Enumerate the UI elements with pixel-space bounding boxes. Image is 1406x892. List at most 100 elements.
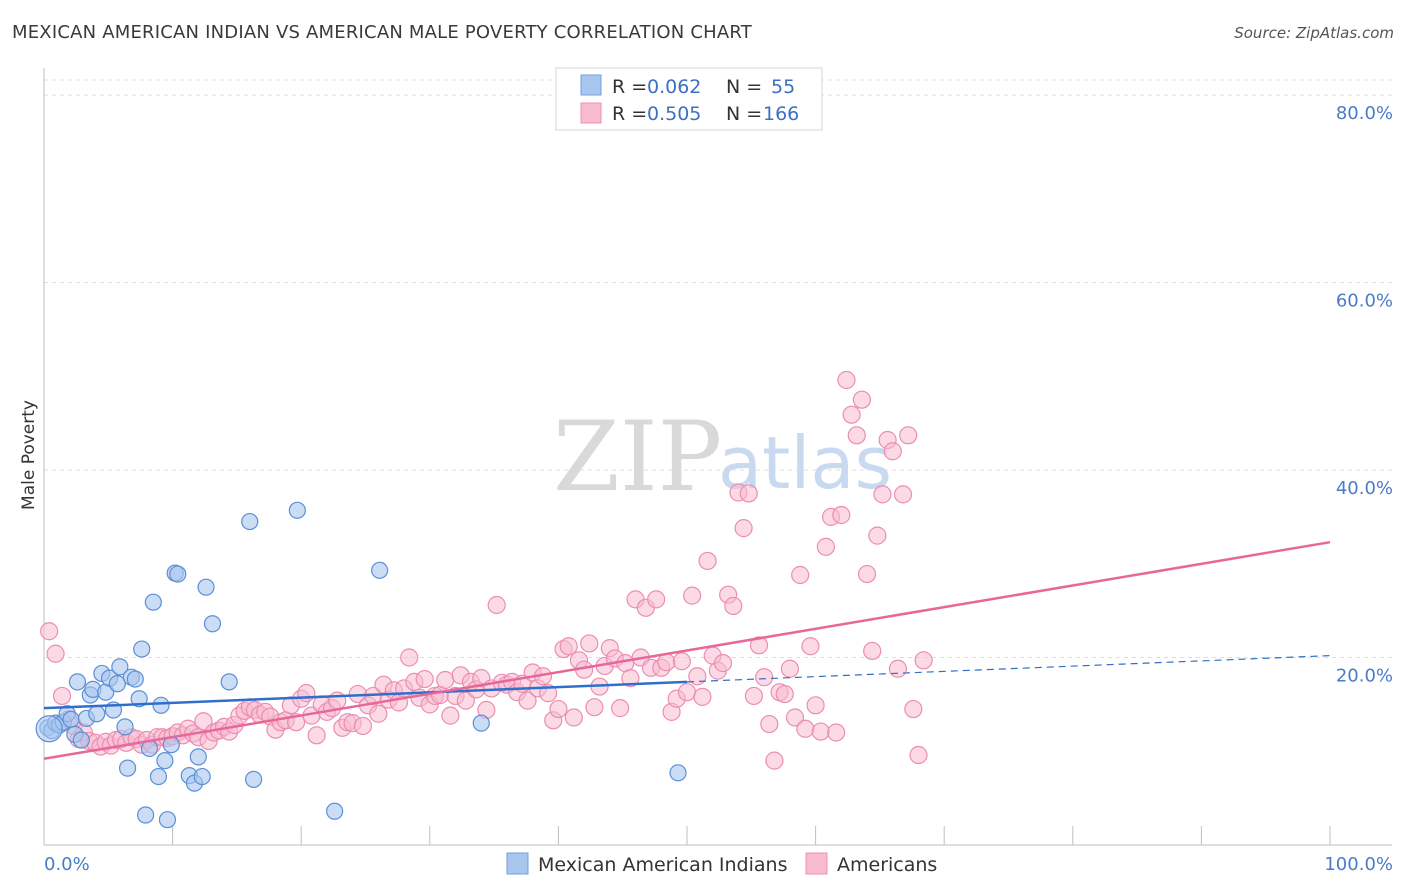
americans-point-69 [400, 648, 419, 667]
legend-r-value-2: 0.505 [647, 103, 701, 125]
mexican-american-indians-point-42 [220, 673, 238, 691]
bottom-legend-label-pink: Americans [837, 854, 937, 876]
mexican-american-indians-trend-line [43, 680, 688, 710]
mexican-american-indians-point-40 [197, 578, 215, 596]
mexican-american-indians-point-38 [189, 748, 207, 766]
y-tick-labels: 20.0% 40.0% 60.0% 80.0% [1336, 103, 1393, 687]
trend-lines [43, 540, 1331, 760]
americans-point-101 [564, 708, 583, 727]
americans-point-122 [672, 652, 691, 671]
americans-point-123 [677, 683, 697, 702]
americans-point-137 [749, 636, 769, 655]
americans-point-136 [744, 686, 763, 706]
americans-point-140 [765, 751, 784, 770]
mexican-american-indians-point-13 [88, 705, 106, 723]
americans-point-146 [796, 719, 815, 738]
mexican-american-indians-point-35 [169, 565, 187, 583]
mexican-american-indians-point-23 [126, 670, 144, 688]
mexican-american-indians-point-18 [108, 675, 126, 693]
bottom-legend-label-blue: Mexican American Indians [538, 854, 787, 876]
mexican-american-indians-cluster [35, 715, 63, 743]
mexican-american-indians-point-26 [136, 806, 155, 824]
mexican-american-indians-point-6 [62, 710, 80, 728]
americans-point-159 [863, 641, 882, 661]
americans-point-139 [760, 714, 779, 734]
y-tick-label-3: 80.0% [1336, 103, 1393, 124]
americans-point-72 [415, 669, 434, 689]
americans-point-98 [549, 699, 568, 719]
americans-point-60 [353, 716, 373, 736]
americans-point-152 [827, 723, 846, 742]
americans-point-156 [847, 426, 866, 445]
americans-point-145 [791, 565, 810, 585]
mexican-american-indians-point-29 [149, 767, 168, 786]
y-axis-label: Male Poverty [19, 400, 39, 510]
mexican-american-indians-point-21 [118, 759, 137, 777]
mexican-american-indians-point-30 [152, 696, 170, 714]
americans-point-77 [441, 706, 460, 725]
americans-point-138 [755, 668, 774, 687]
americans-point-76 [436, 670, 455, 690]
x-tick-labels: 0.0% 100.0% [44, 854, 1393, 875]
americans-point-166 [899, 426, 918, 445]
mexican-american-indians-point-8 [68, 673, 87, 691]
legend: R = 0.062 N = 55 R = 0.505 N = 166 [555, 67, 823, 131]
americans-points [40, 370, 933, 770]
americans-point-160 [868, 526, 887, 545]
legend-n-value-2: 166 [763, 103, 799, 125]
americans-point-51 [307, 726, 326, 745]
americans-point-167 [904, 699, 923, 719]
americans-point-117 [647, 590, 666, 609]
americans-point-130 [713, 654, 733, 673]
mexican-american-indians-point-31 [156, 752, 174, 770]
bottom-legend: Mexican American Indians Americans [506, 852, 937, 876]
americans-point-132 [724, 596, 743, 616]
americans-point-2 [52, 686, 72, 706]
americans-point-143 [780, 659, 799, 678]
legend-swatch-pink [580, 102, 602, 124]
mexican-american-indians-point-47 [371, 561, 389, 579]
mexican-american-indians-point-24 [130, 690, 148, 708]
mexican-american-indians-point-44 [245, 770, 263, 788]
y-tick-label-0: 20.0% [1336, 666, 1393, 687]
x-tick-label-1: 100.0% [1324, 854, 1393, 875]
americans-point-144 [785, 708, 805, 727]
americans-point-125 [688, 667, 707, 686]
mexican-american-indians-point-20 [116, 718, 134, 736]
y-tick-label-1: 40.0% [1336, 478, 1393, 499]
mexican-american-indians-point-48 [472, 714, 490, 732]
bottom-legend-swatch-pink [805, 852, 828, 875]
americans-point-100 [559, 637, 578, 656]
americans-point-157 [852, 390, 871, 409]
americans-point-49 [297, 684, 316, 703]
mexican-american-indians-points [35, 501, 687, 829]
americans-point-168 [909, 745, 928, 765]
americans-point-104 [580, 634, 599, 653]
americans-point-110 [611, 699, 630, 718]
americans-point-119 [657, 653, 676, 672]
source-label: Source: ZipAtlas.com [1234, 24, 1394, 42]
x-tick-label-0: 0.0% [44, 854, 90, 875]
americans-point-161 [873, 485, 892, 504]
americans-trend-line [43, 540, 1331, 760]
americans-point-154 [837, 370, 856, 390]
americans-point-149 [811, 722, 830, 741]
americans-point-147 [801, 637, 820, 656]
legend-r-value-1: 0.062 [647, 76, 701, 98]
mexican-american-indians-point-9 [72, 731, 90, 749]
americans-point-112 [621, 669, 640, 688]
americans-point-134 [734, 519, 753, 538]
mexican-american-indians-point-32 [158, 811, 177, 829]
americans-point-163 [883, 442, 902, 461]
americans-point-148 [806, 696, 825, 715]
legend-n-label-1: N = [726, 76, 762, 98]
axes [43, 68, 1392, 846]
americans-point-169 [914, 651, 933, 670]
bottom-legend-swatch-blue [506, 852, 529, 875]
americans-point-155 [842, 405, 861, 424]
americans-point-63 [369, 704, 388, 723]
chart-title: MEXICAN AMERICAN INDIAN VS AMERICAN MALE… [12, 22, 752, 43]
legend-swatch-blue [580, 74, 602, 96]
mexican-american-indians-point-49 [669, 764, 687, 782]
